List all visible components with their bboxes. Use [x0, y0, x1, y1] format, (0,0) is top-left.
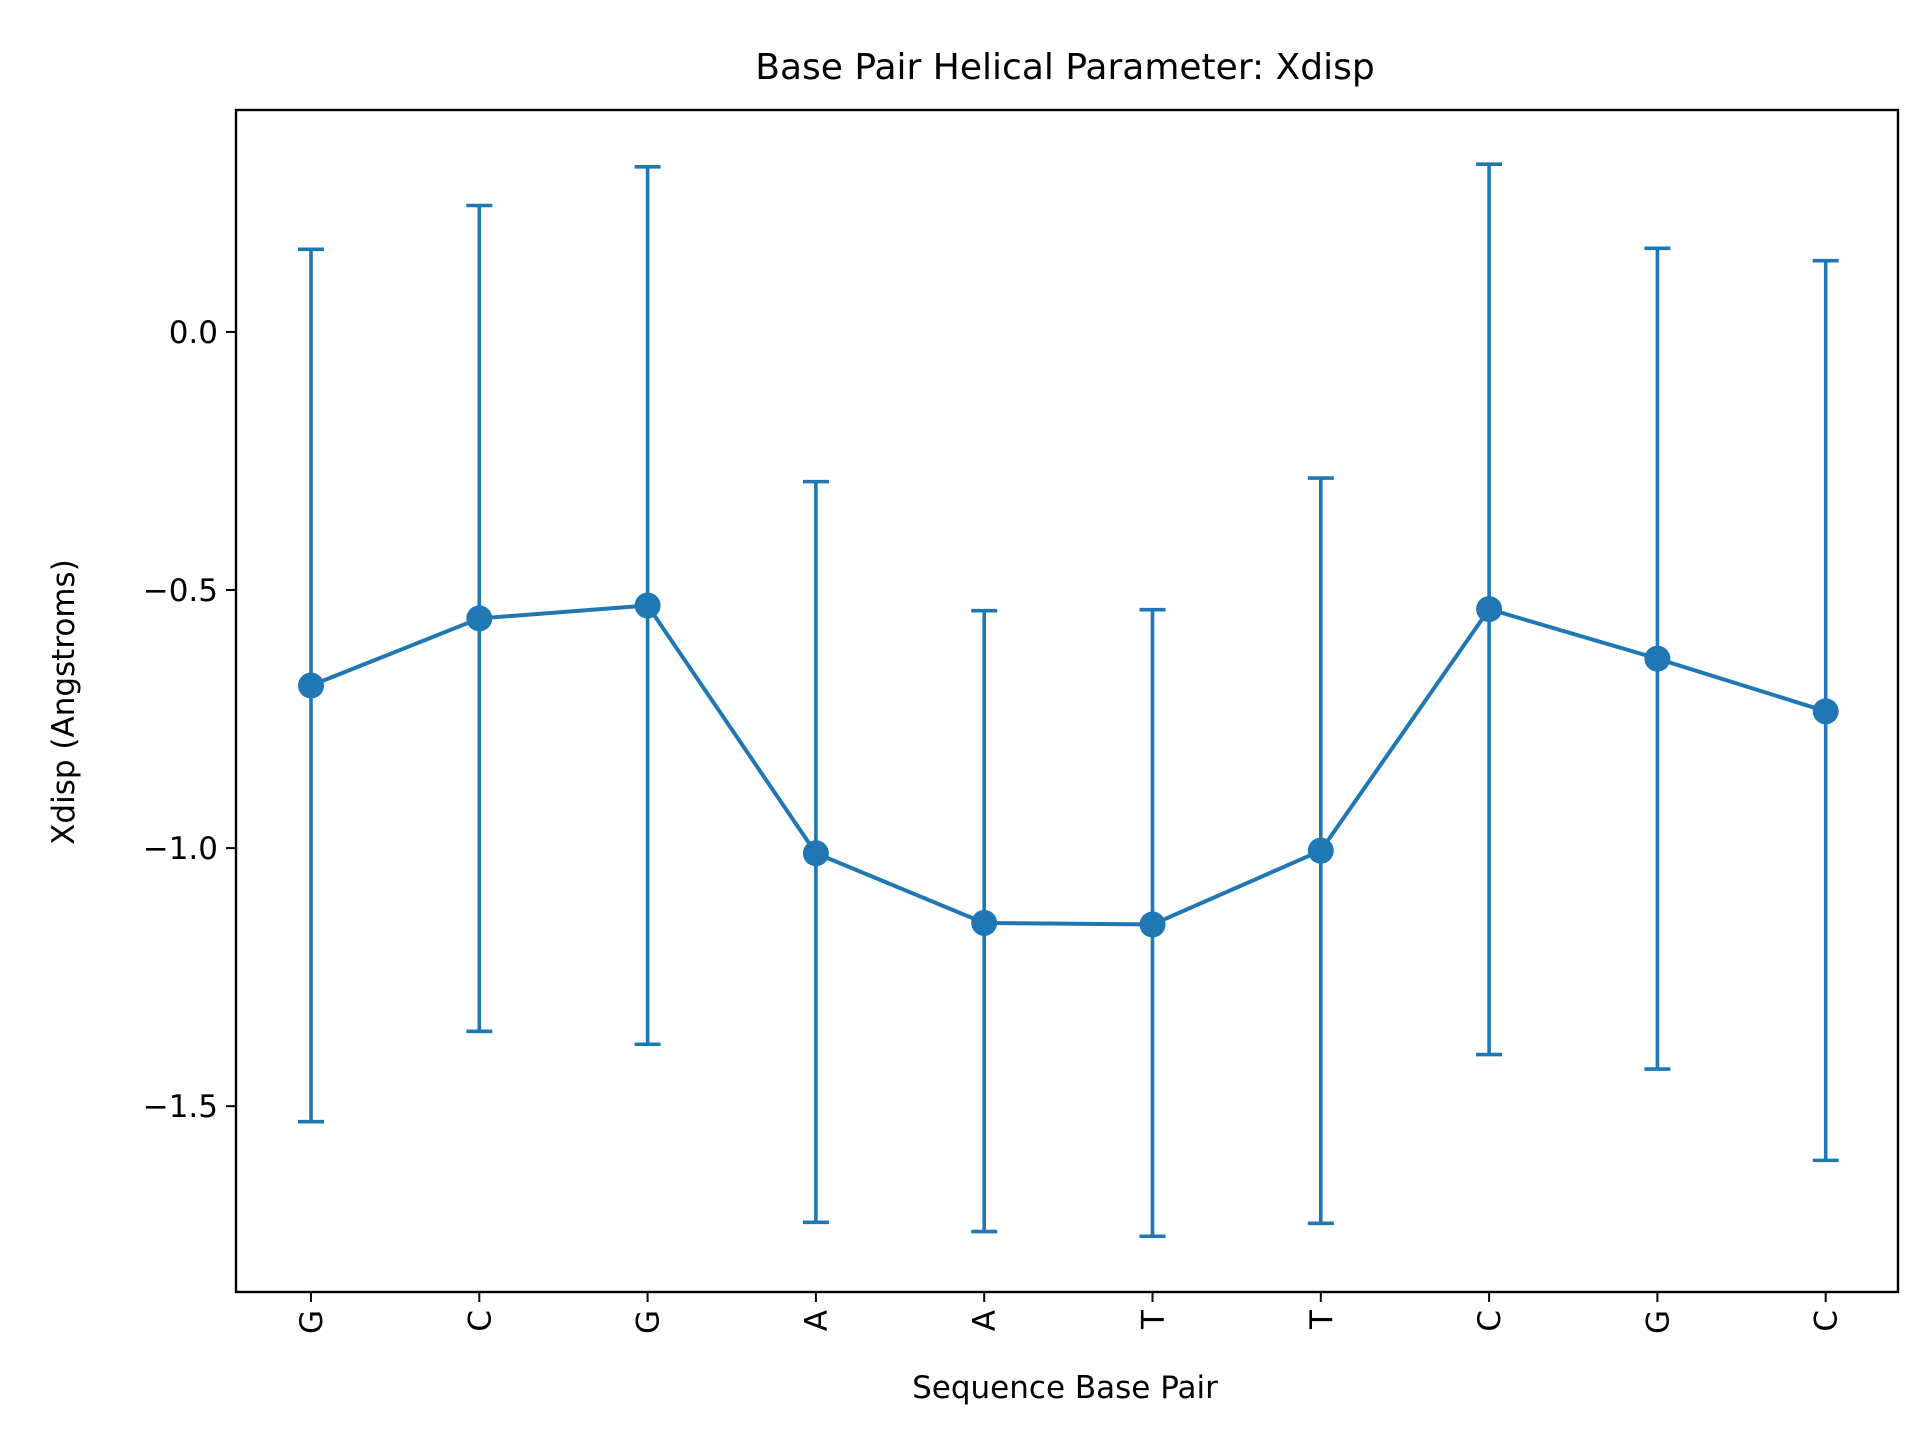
x-tick-label: T: [1304, 1309, 1340, 1330]
y-tick-label: 0.0: [169, 315, 218, 351]
x-tick-label: G: [1640, 1310, 1676, 1334]
data-point: [971, 909, 998, 936]
x-tick-label: A: [967, 1310, 1003, 1331]
data-point: [1812, 698, 1839, 725]
axes-frame: [234, 108, 1900, 1294]
data-point: [634, 592, 661, 619]
data-point: [802, 840, 829, 867]
x-tick-label: G: [631, 1310, 667, 1334]
x-tick-label: G: [294, 1310, 330, 1334]
y-tick-label: −0.5: [143, 573, 218, 609]
chart-title: Base Pair Helical Parameter: Xdisp: [755, 47, 1374, 88]
y-tick-label: −1.5: [143, 1089, 218, 1125]
y-tick-label: −1.0: [143, 831, 218, 867]
x-tick-label: C: [1472, 1310, 1508, 1332]
x-tick-label: C: [462, 1310, 498, 1332]
series-line: [310, 603, 1827, 927]
x-tick-label: T: [1136, 1309, 1172, 1330]
y-axis-label: Xdisp (Angstroms): [46, 559, 82, 845]
data-point: [1139, 911, 1166, 938]
data-point: [466, 605, 493, 632]
data-point: [1644, 645, 1671, 672]
x-tick-label: A: [799, 1310, 835, 1331]
x-tick-label: C: [1809, 1310, 1845, 1332]
y-axis: 0.0 −0.5 −1.0 −1.5: [143, 315, 236, 1125]
plot-area: [298, 162, 1839, 1239]
data-point: [1307, 837, 1334, 864]
data-point: [1476, 596, 1503, 623]
x-axis-label: Sequence Base Pair: [912, 1370, 1218, 1406]
data-point: [298, 672, 324, 699]
